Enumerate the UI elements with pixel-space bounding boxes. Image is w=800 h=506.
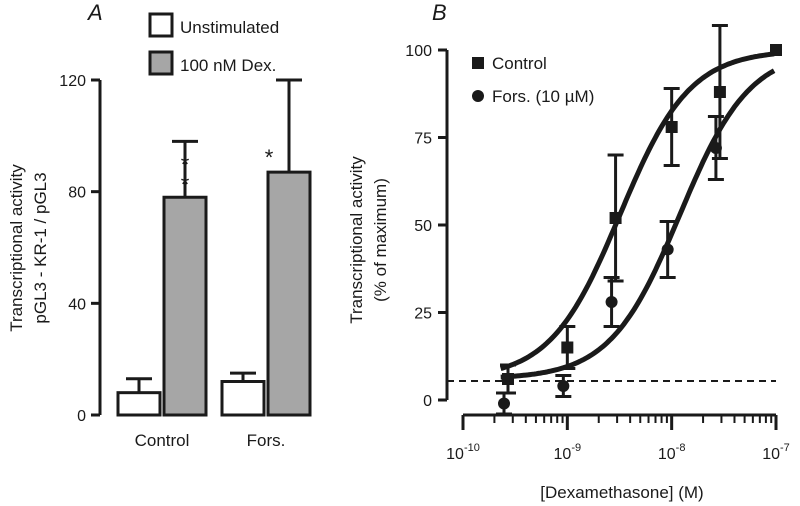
panel-a-y-tick-label-3: 120 [59,73,86,90]
bar-dex-fors [266,170,312,417]
significance-star-control-1: * [181,172,190,197]
panel-b-ylabel-line2: (% of maximum) [371,178,390,302]
bar-dex-control [162,195,208,417]
panel-b-x-tick-label-1: 10-9 [554,442,582,463]
panel-b-y-tick-label-4: 100 [405,43,432,60]
point-fors-2 [605,296,618,308]
panel-a-axes: 0 40 80 120 [59,73,102,425]
fit-curve-fors [500,68,776,380]
panel-b-y-tick-label-1: 25 [414,306,432,323]
panel-a-bar-chart: A Unstimulated 100 nM Dex. 0 40 80 120 Contr… [7,0,312,450]
fit-curve-control [500,51,775,372]
legend-marker-control [472,57,484,69]
point-fors-0 [498,397,511,410]
panel-b-ylabel-line1: Transcriptional activity [347,156,366,324]
panel-b-x-tick-label-0: 10-10 [446,442,480,463]
panel-a-legend: Unstimulated 100 nM Dex. [148,12,279,76]
panel-b-x-tick-label-2: 10-8 [658,442,686,463]
bar-unstimulated-fors [220,380,266,417]
panel-b-y-tick-label-0: 0 [423,393,432,410]
panel-a-y-tick-label-0: 0 [77,408,86,425]
panel-b-axes: 0 25 50 75 100 10-10 10-9 10-8 10-7 [405,43,789,463]
point-control-5 [770,44,782,56]
panel-a-category-label-1: Fors. [247,431,286,450]
panel-b-y-tick-label-3: 75 [414,131,432,148]
significance-star-control-0: * [181,152,190,177]
point-fors-3 [661,243,674,256]
legend-swatch-unstimulated [148,12,174,38]
panel-b-y-tick-label-2: 50 [414,218,432,235]
panel-a-ylabel-line2: pGL3 - KR-1 / pGL3 [31,172,50,323]
point-fors-4 [709,142,722,154]
panel-a-y-tick-label-2: 80 [68,185,86,202]
bar-unstimulated-control [116,391,162,417]
panel-a-bars: Control Fors.*** [116,78,312,450]
panel-b-x-tick-label-3: 10-7 [762,442,790,463]
panel-b-legend: Control Fors. (10 µM) [472,54,594,106]
legend-marker-fors [472,90,484,102]
legend-label-control: Control [492,54,547,73]
panel-a-category-label-0: Control [135,431,190,450]
panel-b-xlabel: [Dexamethasone] (M) [540,483,703,502]
point-control-4 [713,86,726,98]
panel-a-ylabel-line1: Transcriptional activity [7,164,26,332]
point-control-2 [609,212,622,224]
point-control-3 [665,121,678,133]
panel-a-letter: A [86,0,103,25]
point-control-1 [561,341,574,354]
significance-star-fors: * [265,145,274,170]
point-fors-1 [557,380,570,392]
legend-label-fors: Fors. (10 µM) [492,87,594,106]
panel-b-dose-response: B 0 25 50 75 100 10-10 10-9 10-8 10-7 Control For… [347,0,790,502]
legend-label-unstimulated: Unstimulated [180,18,279,37]
panel-a-y-tick-label-1: 40 [68,296,86,313]
legend-label-dex: 100 nM Dex. [180,56,276,75]
legend-swatch-dex [148,50,174,76]
panel-b-letter: B [432,0,447,25]
panel-b-plot [447,24,782,416]
point-control-0 [502,373,515,385]
